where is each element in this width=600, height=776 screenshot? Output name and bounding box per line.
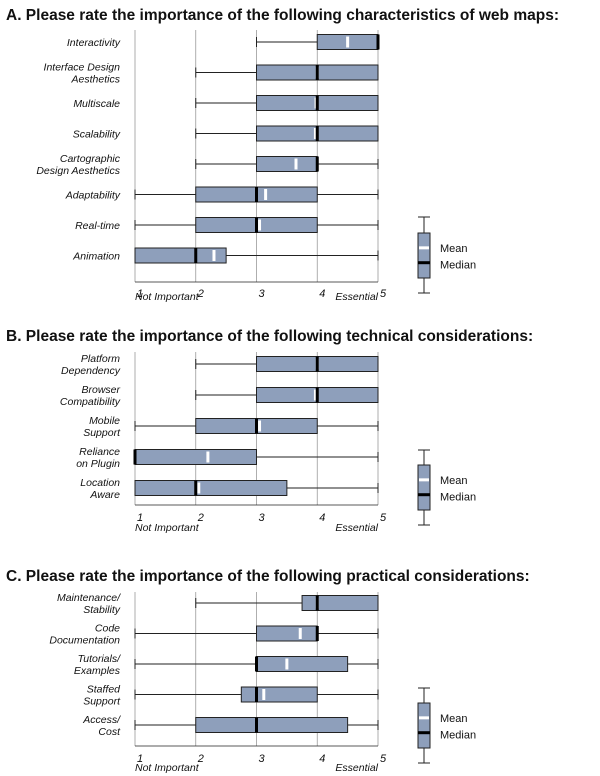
box-row: Multiscale: [73, 95, 379, 111]
box-row: Animation: [72, 247, 379, 264]
row-label: Aware: [89, 489, 120, 501]
row-label: Interactivity: [67, 37, 121, 49]
row-label: Access/: [82, 714, 121, 726]
legend-median-label: Median: [440, 260, 476, 272]
legend-mean-label: Mean: [440, 475, 468, 487]
iqr-box: [256, 656, 349, 672]
row-label: Dependency: [61, 365, 121, 377]
panel-title: A. Please rate the importance of the fol…: [6, 7, 559, 24]
tick-label: 5: [380, 512, 387, 524]
row-label: Documentation: [49, 635, 120, 647]
row-label: on Plugin: [76, 458, 120, 470]
panel-c: C. Please rate the importance of the fol…: [6, 568, 530, 774]
iqr-box: [195, 717, 349, 733]
box-row: Scalability: [73, 125, 379, 142]
iqr-box: [134, 247, 227, 264]
row-label: Location: [80, 477, 120, 489]
not-important-label: Not Important: [135, 762, 200, 774]
row-label: Code: [95, 623, 120, 635]
tick-label: 3: [259, 512, 266, 524]
box-row: Access/Cost: [82, 714, 379, 738]
row-label: Interface Design: [44, 62, 121, 74]
legend-box: [417, 464, 431, 511]
panel-title: B. Please rate the importance of the fol…: [6, 328, 533, 345]
row-label: Animation: [72, 251, 120, 263]
legend: Mean Median: [417, 449, 476, 526]
legend: Mean Median: [417, 216, 476, 294]
iqr-box: [134, 449, 257, 465]
tick-label: 2: [197, 288, 204, 300]
tick-label: 4: [319, 288, 325, 300]
panel-b: B. Please rate the importance of the fol…: [6, 328, 533, 534]
row-label: Compatibility: [60, 396, 121, 408]
row-label: Adaptability: [65, 190, 121, 202]
legend: Mean Median: [417, 687, 476, 764]
row-label: Platform: [81, 353, 120, 365]
essential-label: Essential: [335, 762, 378, 774]
iqr-box: [256, 156, 318, 172]
tick-label: 5: [380, 753, 387, 765]
row-label: Support: [83, 427, 121, 439]
iqr-box: [256, 625, 318, 642]
row-label: Scalability: [73, 129, 121, 141]
row-label: Aesthetics: [71, 74, 121, 86]
row-label: Multiscale: [73, 98, 120, 110]
tick-label: 2: [197, 512, 204, 524]
legend-median-label: Median: [440, 730, 476, 742]
legend-mean-label: Mean: [440, 713, 468, 725]
legend-mean-label: Mean: [440, 243, 468, 255]
row-label: Real-time: [75, 220, 120, 232]
row-label: Mobile: [89, 415, 120, 427]
essential-label: Essential: [335, 291, 378, 303]
essential-label: Essential: [335, 522, 378, 534]
not-important-label: Not Important: [135, 291, 200, 303]
tick-label: 3: [259, 753, 266, 765]
row-label: Cost: [98, 726, 121, 738]
iqr-box: [240, 686, 318, 703]
legend-median-label: Median: [440, 492, 476, 504]
tick-label: 1: [137, 753, 143, 765]
row-label: Reliance: [79, 446, 120, 458]
not-important-label: Not Important: [135, 522, 200, 534]
box-row: Maintenance/Stability: [57, 592, 379, 616]
tick-label: 4: [319, 512, 325, 524]
tick-label: 1: [137, 288, 143, 300]
box-row: Real-time: [75, 217, 379, 233]
row-label: Design Aesthetics: [36, 165, 120, 177]
box-row: Tutorials/Examples: [74, 653, 379, 677]
tick-label: 5: [380, 288, 387, 300]
tick-label: 2: [197, 753, 204, 765]
box-row: Interactivity: [67, 34, 380, 50]
iqr-box: [134, 480, 288, 496]
legend-box: [417, 702, 431, 749]
iqr-box: [301, 595, 379, 611]
row-label: Browser: [81, 384, 120, 396]
tick-label: 3: [259, 288, 266, 300]
row-label: Tutorials/: [78, 653, 121, 665]
row-label: Stability: [83, 604, 121, 616]
row-label: Maintenance/: [57, 592, 121, 604]
tick-label: 1: [137, 512, 143, 524]
row-label: Examples: [74, 665, 121, 677]
box-row: Adaptability: [65, 186, 379, 203]
panel-title: C. Please rate the importance of the fol…: [6, 568, 530, 585]
row-label: Cartographic: [60, 153, 121, 165]
tick-label: 4: [319, 753, 325, 765]
panel-a: A. Please rate the importance of the fol…: [6, 7, 559, 303]
row-label: Staffed: [87, 684, 121, 696]
legend-box: [417, 232, 431, 279]
row-label: Support: [83, 696, 121, 708]
